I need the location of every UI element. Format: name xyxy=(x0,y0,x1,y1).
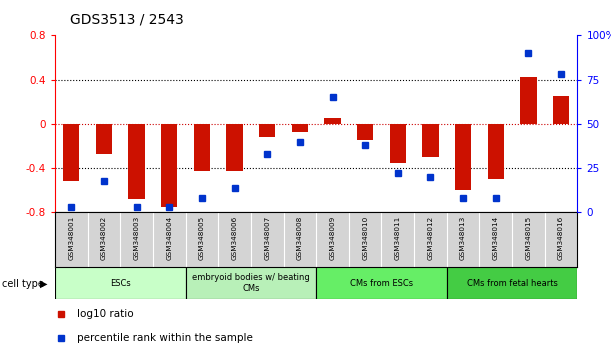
Text: GSM348016: GSM348016 xyxy=(558,216,564,261)
Text: percentile rank within the sample: percentile rank within the sample xyxy=(77,332,253,343)
Bar xyxy=(128,124,145,199)
Bar xyxy=(447,267,577,299)
Text: GSM348005: GSM348005 xyxy=(199,216,205,261)
Text: log10 ratio: log10 ratio xyxy=(77,309,134,320)
Text: GSM348014: GSM348014 xyxy=(492,216,499,261)
Bar xyxy=(520,78,536,124)
Text: ▶: ▶ xyxy=(40,279,47,289)
Bar xyxy=(63,124,79,181)
Bar xyxy=(455,124,471,190)
Bar xyxy=(259,124,276,137)
Bar xyxy=(553,96,569,124)
Text: ESCs: ESCs xyxy=(110,279,131,288)
Bar xyxy=(390,124,406,162)
Text: GSM348004: GSM348004 xyxy=(166,216,172,261)
Text: CMs from ESCs: CMs from ESCs xyxy=(350,279,413,288)
Text: GSM348001: GSM348001 xyxy=(68,216,75,261)
Bar xyxy=(55,267,186,299)
Bar xyxy=(488,124,504,179)
Text: GSM348007: GSM348007 xyxy=(264,216,270,261)
Text: GSM348010: GSM348010 xyxy=(362,216,368,261)
Text: GSM348011: GSM348011 xyxy=(395,216,401,261)
Text: GSM348012: GSM348012 xyxy=(428,216,433,261)
Bar xyxy=(316,267,447,299)
Text: embryoid bodies w/ beating
CMs: embryoid bodies w/ beating CMs xyxy=(192,274,310,293)
Text: GSM348008: GSM348008 xyxy=(297,216,303,261)
Bar xyxy=(96,124,112,154)
Bar xyxy=(186,267,316,299)
Bar xyxy=(324,118,341,124)
Text: GDS3513 / 2543: GDS3513 / 2543 xyxy=(70,12,184,27)
Text: GSM348002: GSM348002 xyxy=(101,216,107,261)
Bar xyxy=(161,124,177,207)
Bar xyxy=(291,124,308,132)
Text: GSM348013: GSM348013 xyxy=(460,216,466,261)
Text: GSM348006: GSM348006 xyxy=(232,216,238,261)
Text: GSM348015: GSM348015 xyxy=(525,216,532,261)
Bar xyxy=(357,124,373,141)
Text: GSM348009: GSM348009 xyxy=(329,216,335,261)
Bar xyxy=(227,124,243,171)
Text: cell type: cell type xyxy=(2,279,44,289)
Bar xyxy=(194,124,210,171)
Bar xyxy=(422,124,439,157)
Text: CMs from fetal hearts: CMs from fetal hearts xyxy=(467,279,557,288)
Text: GSM348003: GSM348003 xyxy=(134,216,140,261)
